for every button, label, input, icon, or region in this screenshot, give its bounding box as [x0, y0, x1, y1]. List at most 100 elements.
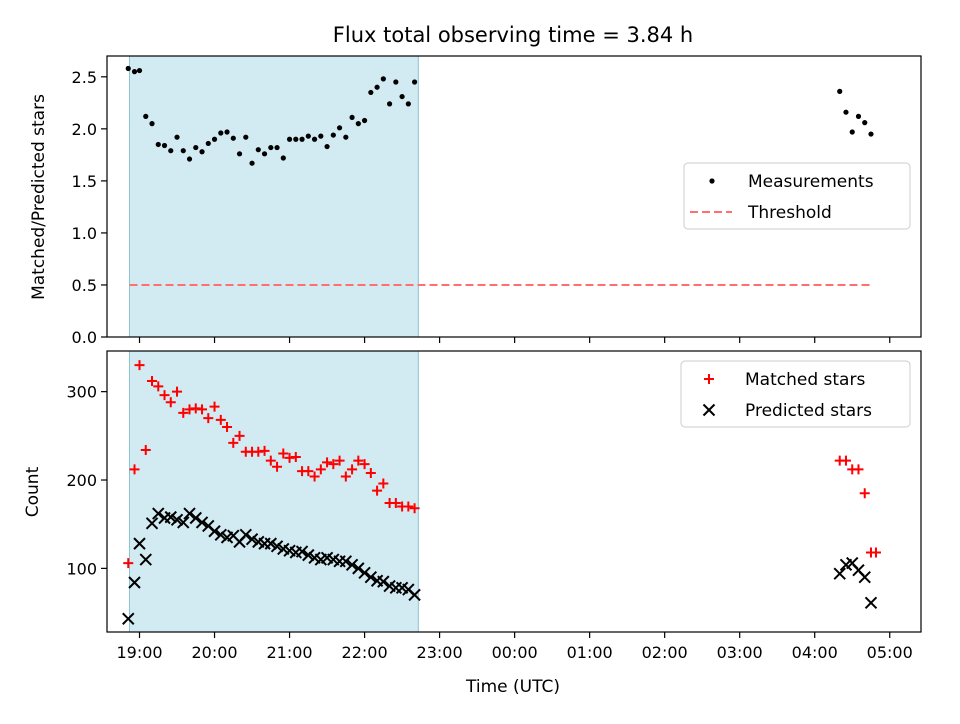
predicted-point	[195, 516, 209, 529]
x-tick-label: 04:00	[792, 643, 838, 662]
measurement-point	[355, 121, 361, 127]
predicted-point	[408, 588, 421, 602]
y-tick-label: 1.5	[72, 172, 97, 191]
measurement-point	[318, 133, 324, 139]
predicted-point	[145, 517, 159, 530]
measurement-point	[843, 109, 849, 115]
measurement-point	[268, 144, 274, 151]
measurement-point	[236, 151, 243, 157]
legend-label: Measurements	[748, 172, 874, 192]
matched-point	[328, 459, 339, 470]
measurement-point	[211, 136, 218, 142]
predicted-point	[295, 545, 309, 558]
measurement-point	[143, 113, 149, 119]
predicted-point	[345, 558, 359, 572]
predicted-point	[170, 513, 184, 526]
legend-label: Threshold	[747, 203, 832, 223]
matched-point	[172, 386, 183, 397]
figure-title: Flux total observing time = 3.84 h	[333, 23, 693, 47]
predicted-point	[128, 576, 141, 589]
matched-point	[222, 421, 233, 432]
measurement-point	[380, 76, 386, 82]
matched-point	[147, 376, 158, 387]
y-tick-label: 1.0	[72, 224, 97, 243]
legend-measurement-swatch	[709, 178, 715, 184]
y-tick-label: 100	[66, 559, 97, 578]
measurement-point	[249, 160, 255, 166]
predicted-point	[214, 528, 227, 542]
predicted-point	[864, 596, 878, 610]
observing-window-shade	[129, 55, 419, 338]
observing-window-shade	[129, 350, 419, 633]
matched-point	[840, 455, 851, 466]
measurement-point	[199, 149, 205, 155]
measurement-point	[868, 131, 874, 137]
matched-point	[870, 547, 881, 558]
measurement-point	[255, 147, 261, 153]
matched-point	[259, 445, 270, 456]
legend-label: Matched stars	[745, 370, 865, 390]
measurement-point	[862, 120, 868, 126]
predicted-point	[833, 567, 846, 580]
matched-point	[365, 467, 376, 478]
x-tick-label: 03:00	[717, 643, 763, 662]
matched-point	[334, 455, 345, 466]
measurement-point	[131, 69, 138, 75]
measurement-point	[361, 117, 368, 124]
predicted-point	[208, 525, 221, 538]
predicted-point	[133, 537, 146, 550]
matched-point	[215, 414, 226, 425]
measurement-point	[243, 134, 249, 140]
matched-point	[853, 464, 864, 475]
matched-point	[353, 455, 364, 466]
predicted-point	[264, 537, 278, 550]
matched-point	[209, 401, 220, 412]
axes-frame	[106, 55, 922, 338]
measurement-point	[274, 144, 280, 151]
matched-point	[390, 497, 401, 508]
matched-point	[340, 471, 351, 482]
x-tick-label: 05:00	[867, 643, 913, 662]
matched-point	[272, 461, 283, 472]
measurement-point	[155, 141, 161, 148]
measurement-point	[280, 155, 286, 161]
legend-matched-swatch	[704, 374, 714, 384]
predicted-point	[364, 571, 378, 584]
predicted-point	[245, 533, 259, 546]
matched-point	[123, 558, 134, 569]
matched-point	[409, 503, 420, 514]
matched-point	[359, 459, 370, 470]
measurement-point	[218, 130, 224, 136]
matched-point	[129, 464, 140, 475]
measurement-point	[174, 134, 180, 140]
predicted-point	[189, 511, 202, 525]
measurement-point	[224, 129, 230, 135]
matched-point	[278, 448, 289, 459]
matched-point	[372, 485, 383, 496]
measurement-point	[293, 136, 299, 142]
matched-point	[165, 397, 176, 408]
measurement-point	[161, 142, 168, 149]
bottom-y-axis-label: Count	[23, 466, 43, 517]
predicted-point	[177, 516, 190, 529]
matched-point	[159, 390, 170, 401]
measurement-point	[286, 136, 293, 142]
x-tick-label: 02:00	[642, 643, 688, 662]
measurement-point	[399, 93, 405, 100]
measurement-point	[386, 101, 393, 107]
matched-point	[265, 455, 276, 466]
matched-point	[378, 478, 389, 489]
matched-point	[140, 444, 151, 455]
predicted-point	[164, 510, 177, 524]
y-tick-label: 200	[66, 471, 97, 490]
y-tick-label: 2.0	[72, 120, 97, 139]
predicted-point	[302, 548, 315, 562]
matched-point	[403, 501, 414, 512]
x-axis-label: Time (UTC)	[465, 677, 560, 697]
x-tick-label: 01:00	[567, 643, 613, 662]
measurement-point	[368, 89, 374, 96]
y-tick-label: 300	[66, 383, 97, 402]
measurement-point	[405, 101, 411, 107]
matched-point	[290, 452, 301, 463]
matched-point	[322, 457, 333, 468]
